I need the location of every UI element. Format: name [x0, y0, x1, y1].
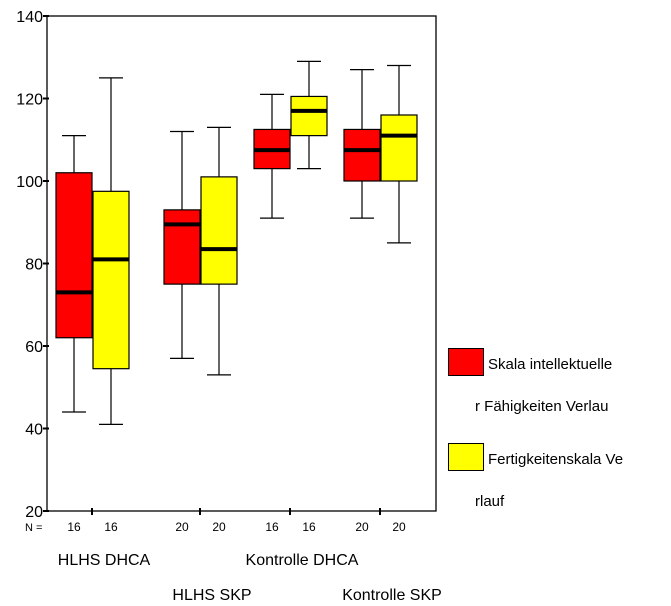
box	[55, 172, 93, 339]
box	[163, 209, 201, 285]
y-tick-label: 60	[25, 339, 43, 356]
legend-swatch-series-1	[448, 348, 484, 376]
legend-label-series-1-line-1: Skala intellektuelle	[488, 356, 613, 373]
x-group-label: Kontrolle DHCA	[246, 552, 359, 569]
n-count-label: 16	[265, 520, 279, 534]
box	[343, 128, 381, 182]
y-tick-label: 20	[25, 504, 43, 521]
n-count-label: 16	[67, 520, 81, 534]
x-group-label: Kontrolle SKP	[342, 587, 442, 604]
n-count-label: 20	[392, 520, 406, 534]
n-count-label: 20	[175, 520, 189, 534]
n-count-label: 16	[104, 520, 118, 534]
n-count-label: 20	[355, 520, 369, 534]
x-group-label: HLHS SKP	[172, 587, 251, 604]
x-group-label: HLHS DHCA	[58, 552, 151, 569]
y-tick-label: 40	[25, 422, 43, 439]
legend: Skala intellektuelle r Fähigkeiten Verla…	[448, 348, 668, 538]
box	[92, 190, 130, 370]
legend-label-series-1-line-2: r Fähigkeiten Verlau	[475, 398, 609, 415]
legend-swatch-series-2	[448, 443, 484, 471]
legend-label-series-2-line-2: rlauf	[475, 493, 505, 510]
legend-label-series-2-line-1: Fertigkeitenskala Ve	[488, 451, 624, 468]
n-count-label: 20	[212, 520, 226, 534]
y-tick-label: 100	[16, 174, 43, 191]
n-label: N =	[25, 522, 42, 534]
box	[380, 114, 418, 182]
y-tick-label: 120	[16, 92, 43, 109]
y-tick-label: 140	[16, 9, 43, 26]
n-count-label: 16	[302, 520, 316, 534]
box	[200, 176, 238, 285]
legend-item-series-2: Fertigkeitenskala Ve rlauf	[448, 443, 668, 538]
legend-item-series-1: Skala intellektuelle r Fähigkeiten Verla…	[448, 348, 668, 443]
y-tick-label: 80	[25, 257, 43, 274]
box	[290, 95, 328, 137]
